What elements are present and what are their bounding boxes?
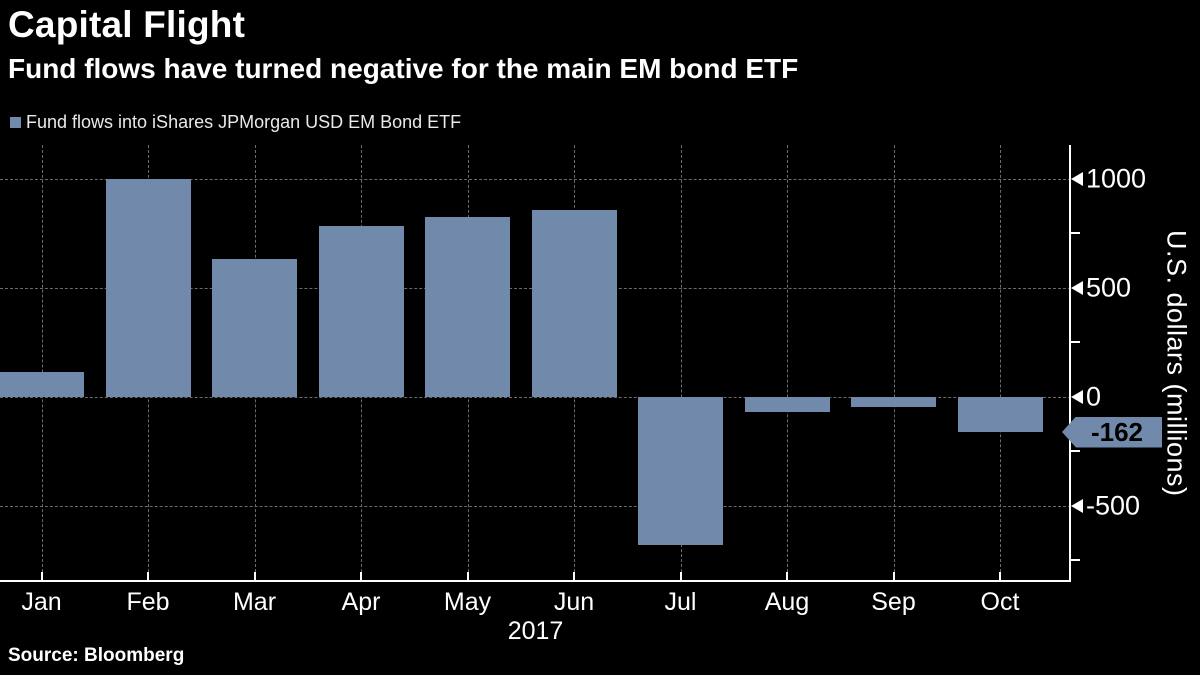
x-tick-mar	[253, 572, 256, 580]
chart-subtitle: Fund flows have turned negative for the …	[8, 53, 799, 84]
bar-oct	[957, 396, 1043, 433]
y-tick-arrow-500	[1071, 280, 1083, 295]
bar-may	[425, 216, 510, 397]
y-tick-minor-250	[1071, 341, 1080, 344]
x-label-may: May	[443, 588, 492, 616]
y-axis-line	[1069, 145, 1071, 582]
last-value-callout-badge: -162	[1062, 416, 1162, 448]
x-label-aug: Aug	[764, 588, 810, 616]
gridline-v-oct	[1000, 145, 1001, 582]
x-label-apr: Apr	[341, 588, 381, 616]
bar-sep	[851, 396, 936, 407]
y-axis-title: U.S. dollars (millions)	[1161, 230, 1192, 497]
bar-feb	[105, 178, 191, 397]
bar-aug	[744, 396, 830, 412]
gridline-h-1000	[0, 178, 1071, 180]
source-attribution: Source: Bloomberg	[8, 645, 185, 666]
y-tick-minor-750	[1071, 232, 1080, 235]
y-tick-minor--750	[1071, 559, 1080, 562]
y-tick-arrow-0	[1071, 389, 1083, 404]
gridline-v-aug	[787, 145, 788, 582]
chart-title: Capital Flight	[8, 4, 246, 45]
gridline-v-jan	[41, 145, 43, 582]
x-label-sep: Sep	[871, 588, 916, 616]
y-tick-arrow--500	[1071, 498, 1083, 513]
legend-swatch-icon	[10, 117, 21, 128]
legend: Fund flows into iShares JPMorgan USD EM …	[10, 112, 461, 133]
gridline-h--500	[0, 505, 1071, 507]
y-tick-minor--250	[1071, 450, 1080, 453]
y-tick-label-0: 0	[1086, 381, 1102, 412]
x-tick-aug	[786, 572, 788, 580]
x-label-jun: Jun	[553, 588, 595, 616]
callout-value: -162	[1090, 417, 1144, 448]
bar-apr	[318, 225, 404, 397]
bar-mar	[212, 259, 297, 397]
bar-jan	[0, 372, 84, 397]
x-label-jan: Jan	[21, 588, 62, 616]
gridline-v-jul	[680, 145, 682, 582]
y-tick-label-1000: 1000	[1086, 163, 1147, 194]
x-tick-sep	[892, 572, 895, 580]
x-label-mar: Mar	[232, 588, 277, 616]
x-tick-jun	[573, 572, 575, 580]
x-tick-jul	[679, 572, 682, 580]
y-tick-label-500: 500	[1086, 272, 1132, 303]
gridline-h-0	[0, 396, 1071, 398]
legend-label: Fund flows into iShares JPMorgan USD EM …	[26, 112, 462, 132]
x-axis-year-label: 2017	[507, 617, 564, 645]
x-tick-feb	[147, 572, 149, 580]
plot-area	[0, 145, 1071, 582]
x-tick-jan	[40, 572, 43, 580]
x-axis-line	[0, 580, 1071, 582]
x-label-oct: Oct	[980, 588, 1020, 616]
x-label-feb: Feb	[126, 588, 170, 616]
x-tick-may	[466, 572, 469, 580]
x-tick-apr	[360, 572, 362, 580]
y-tick-arrow-1000	[1071, 171, 1083, 186]
bar-jun	[531, 210, 617, 397]
gridline-v-sep	[893, 145, 895, 582]
y-tick-label--500: -500	[1086, 490, 1141, 521]
x-label-jul: Jul	[664, 588, 697, 616]
x-tick-oct	[999, 572, 1001, 580]
bar-jul	[638, 396, 723, 545]
